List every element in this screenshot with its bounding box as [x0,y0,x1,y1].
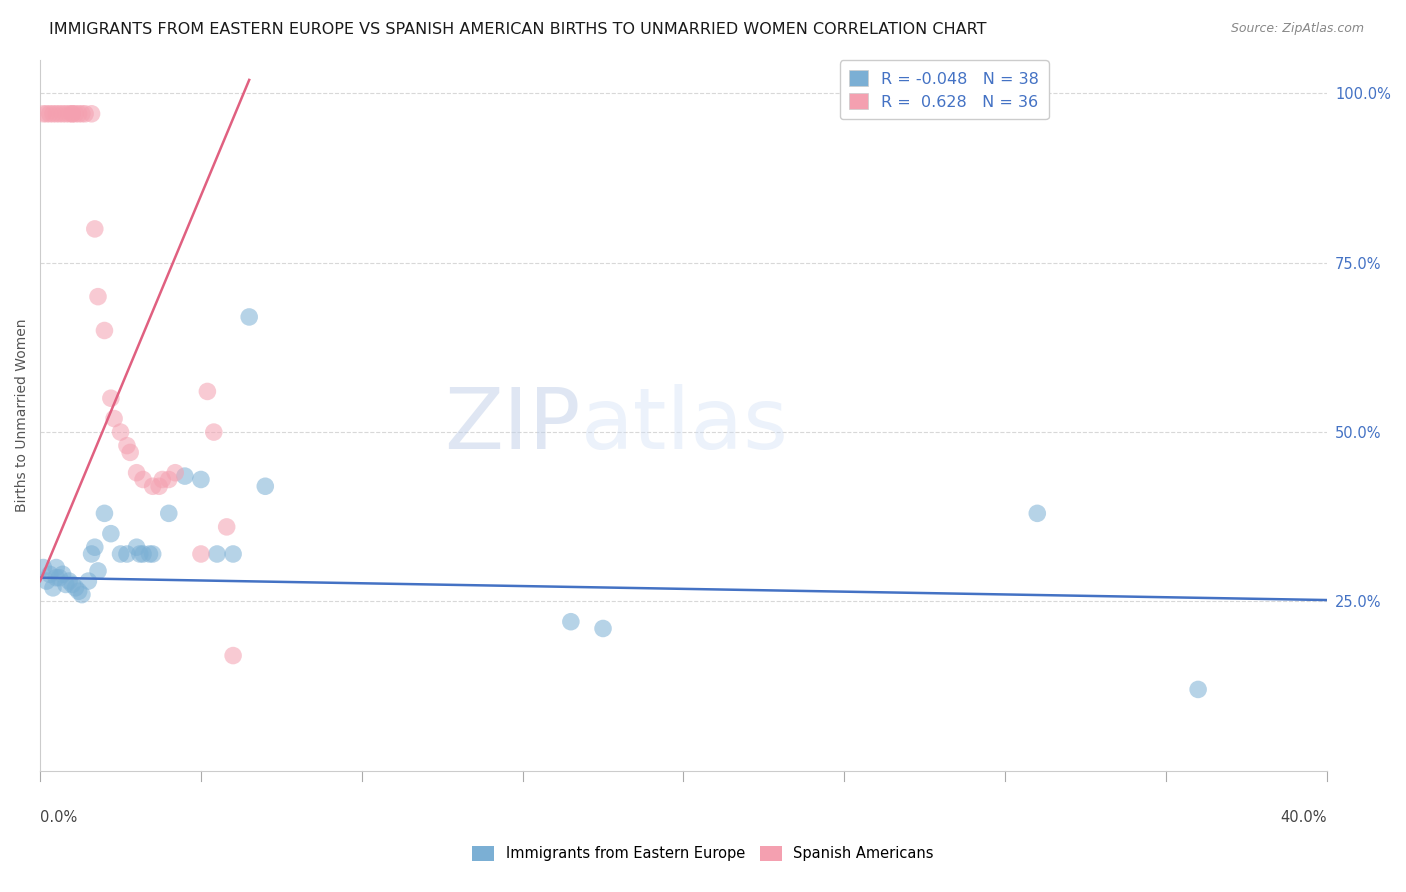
Point [55,577,77,591]
Point [58,574,80,588]
Point [157,507,180,521]
Point [125,466,148,480]
Point [32,560,55,574]
Point [35,574,58,588]
Point [75,107,97,121]
Point [148,479,170,493]
Point [132,547,155,561]
Point [93,324,115,338]
Point [48,107,70,121]
Point [60,107,83,121]
Point [45,560,67,574]
Point [142,547,165,561]
Point [103,411,125,425]
Point [1187,682,1209,697]
Point [138,547,160,561]
Point [157,473,180,487]
Point [70,588,93,602]
Point [52,567,75,582]
Point [87,564,110,578]
Point [215,520,238,534]
Point [222,648,245,663]
Point [238,310,260,324]
Point [173,469,195,483]
Text: 0.0%: 0.0% [41,810,77,825]
Point [67,584,90,599]
Point [100,526,122,541]
Point [42,581,65,595]
Point [60,577,83,591]
Point [42,107,65,121]
Point [83,540,105,554]
Point [48,571,70,585]
Point [110,547,132,561]
Point [55,107,77,121]
Point [65,107,87,121]
Text: Source: ZipAtlas.com: Source: ZipAtlas.com [1230,22,1364,36]
Point [67,107,90,121]
Text: 40.0%: 40.0% [1281,810,1327,825]
Point [80,547,103,561]
Point [35,107,58,121]
Point [120,445,142,459]
Y-axis label: Births to Unmarried Women: Births to Unmarried Women [15,318,30,512]
Point [58,107,80,121]
Text: ZIP: ZIP [444,384,581,467]
Point [45,571,67,585]
Point [125,540,148,554]
Point [202,425,225,439]
Text: atlas: atlas [581,384,789,467]
Point [132,473,155,487]
Point [254,479,277,493]
Point [32,107,55,121]
Point [222,547,245,561]
Point [52,107,75,121]
Point [150,473,173,487]
Point [190,547,212,561]
Point [560,615,582,629]
Point [128,547,150,561]
Point [115,439,138,453]
Point [110,425,132,439]
Point [70,107,93,121]
Point [45,107,67,121]
Text: IMMIGRANTS FROM EASTERN EUROPE VS SPANISH AMERICAN BIRTHS TO UNMARRIED WOMEN COR: IMMIGRANTS FROM EASTERN EUROPE VS SPANIS… [49,22,987,37]
Point [195,384,218,399]
Point [93,507,115,521]
Point [60,107,83,121]
Point [592,622,614,636]
Point [165,466,187,480]
Point [142,479,165,493]
Point [80,107,103,121]
Point [115,547,138,561]
Point [77,574,100,588]
Point [87,290,110,304]
Point [38,107,60,121]
Legend: R = -0.048   N = 38, R =  0.628   N = 36: R = -0.048 N = 38, R = 0.628 N = 36 [839,61,1049,120]
Point [205,547,228,561]
Point [190,473,212,487]
Point [38,567,60,582]
Point [100,391,122,405]
Point [1026,507,1049,521]
Legend: Immigrants from Eastern Europe, Spanish Americans: Immigrants from Eastern Europe, Spanish … [467,839,939,867]
Point [65,581,87,595]
Point [83,222,105,236]
